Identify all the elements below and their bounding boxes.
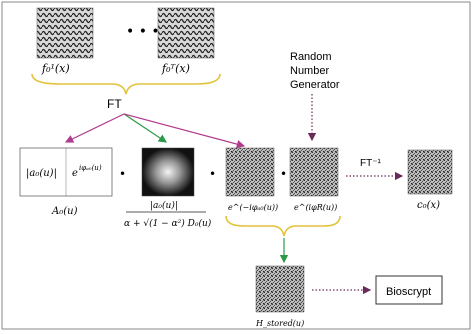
outer-frame xyxy=(1,1,471,330)
multiply-sign-1: • xyxy=(119,167,126,181)
multiply-sign-3: • xyxy=(280,167,287,181)
multiply-sign-2: • xyxy=(209,167,216,181)
rng-line3: Generator xyxy=(290,79,340,91)
filter-magnitude: |a₀(u)| xyxy=(26,168,57,179)
ft-label: FT xyxy=(107,97,122,111)
ellipsis-dots: • • • xyxy=(126,24,160,40)
fraction-numerator: |a₀(u)| xyxy=(150,200,178,211)
phase-image-random xyxy=(289,147,339,197)
arrow-ft-to-magnitude xyxy=(123,113,167,143)
filter-phase-exponent: iφₐ₀(u) xyxy=(79,164,102,172)
fingerprint-first-label: f₀¹(x) xyxy=(41,62,70,75)
phase-image-fingerprint xyxy=(225,147,275,197)
arrow-ft-to-phase xyxy=(123,113,246,149)
phase-fingerprint-label: e^(−iφₐ₀(u)) xyxy=(228,203,278,212)
fingerprint-image-first xyxy=(36,7,94,59)
output-image xyxy=(407,149,453,195)
bioscrypt-label: Bioscrypt xyxy=(386,286,431,298)
output-label: c₀(x) xyxy=(417,200,440,211)
rng-line2: Number xyxy=(290,65,329,77)
phase-random-label: e^(iφR(u)) xyxy=(294,203,337,212)
bioscrypt-box xyxy=(375,275,443,305)
magnitude-spectrum-image xyxy=(141,147,195,197)
filter-phase-base: e xyxy=(72,168,78,179)
rng-line1: Random xyxy=(290,51,332,63)
fingerprint-brace xyxy=(31,73,221,95)
stored-filter-image xyxy=(255,265,305,313)
fingerprint-image-last xyxy=(157,7,215,59)
phase-brace xyxy=(225,215,341,237)
inverse-ft-label: FT⁻¹ xyxy=(360,158,381,169)
fraction-denominator: α + √(1 − α²) D₀(u) xyxy=(124,218,212,229)
arrow-ft-to-filter xyxy=(64,113,125,143)
stored-filter-label: H_stored(u) xyxy=(255,319,304,328)
fingerprint-last-label: f₀ᵀ(x) xyxy=(161,62,190,75)
filter-label: A₀(u) xyxy=(51,206,78,217)
